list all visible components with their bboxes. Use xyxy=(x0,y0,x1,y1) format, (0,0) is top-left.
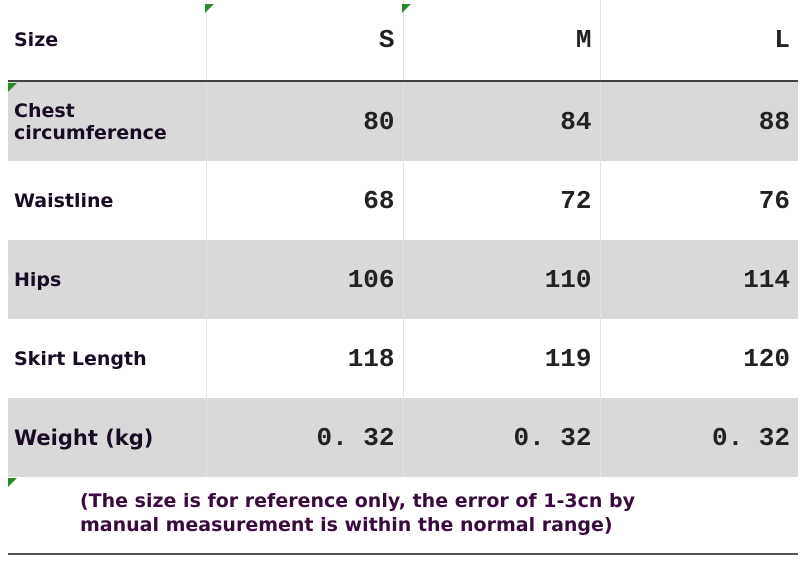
measure-cell: 120 xyxy=(599,319,798,398)
note-text: (The size is for reference only, the err… xyxy=(80,490,636,536)
size-row: Weight (kg) 0. 32 0. 32 0. 32 xyxy=(8,398,798,477)
measure-label: Waistline xyxy=(14,189,114,212)
measure-label: Skirt Length xyxy=(14,347,147,370)
header-row: Size S M L xyxy=(8,0,798,82)
size-header: L xyxy=(599,0,798,82)
note-box: (The size is for reference only, the err… xyxy=(8,477,798,555)
cell-marker xyxy=(8,83,17,92)
cell-marker xyxy=(205,4,214,13)
measure-cell: 119 xyxy=(402,319,600,398)
size-row: Hips 106 110 114 xyxy=(8,240,798,319)
size-chart: Size S M L Chest circumference 80 84 88 Waistlin… xyxy=(8,0,798,561)
measure-cell: 110 xyxy=(402,240,600,319)
measure-cell: 0. 32 xyxy=(402,398,600,477)
measure-cell: 72 xyxy=(402,161,600,240)
measure-cell: 84 xyxy=(402,81,600,161)
size-row: Skirt Length 118 119 120 xyxy=(8,319,798,398)
table-body: Size S M L Chest circumference 80 84 88 Waistlin… xyxy=(8,0,798,477)
size-row: Waistline 68 72 76 xyxy=(8,161,798,240)
measure-label: Chest circumference xyxy=(8,81,206,161)
measure-cell: 80 xyxy=(205,81,403,161)
size-row: Chest circumference 80 84 88 xyxy=(8,81,798,161)
measure-label: Weight (kg) xyxy=(8,398,206,477)
size-table: Size S M L Chest circumference 80 84 88 Waistlin… xyxy=(8,0,798,477)
size-header: S xyxy=(205,0,403,82)
measure-cell: 76 xyxy=(599,161,798,240)
size-header: M xyxy=(402,0,600,82)
measure-cell: 114 xyxy=(599,240,798,319)
measure-cell: 0. 32 xyxy=(599,398,798,477)
measure-label: Hips xyxy=(8,240,206,319)
measure-cell: 118 xyxy=(205,319,403,398)
measure-cell: 88 xyxy=(599,81,798,161)
measure-cell: 106 xyxy=(205,240,403,319)
row-header: Size xyxy=(8,0,206,82)
cell-marker xyxy=(402,4,411,13)
measure-cell: 68 xyxy=(205,161,403,240)
cell-marker xyxy=(8,478,17,487)
measure-cell: 0. 32 xyxy=(205,398,403,477)
